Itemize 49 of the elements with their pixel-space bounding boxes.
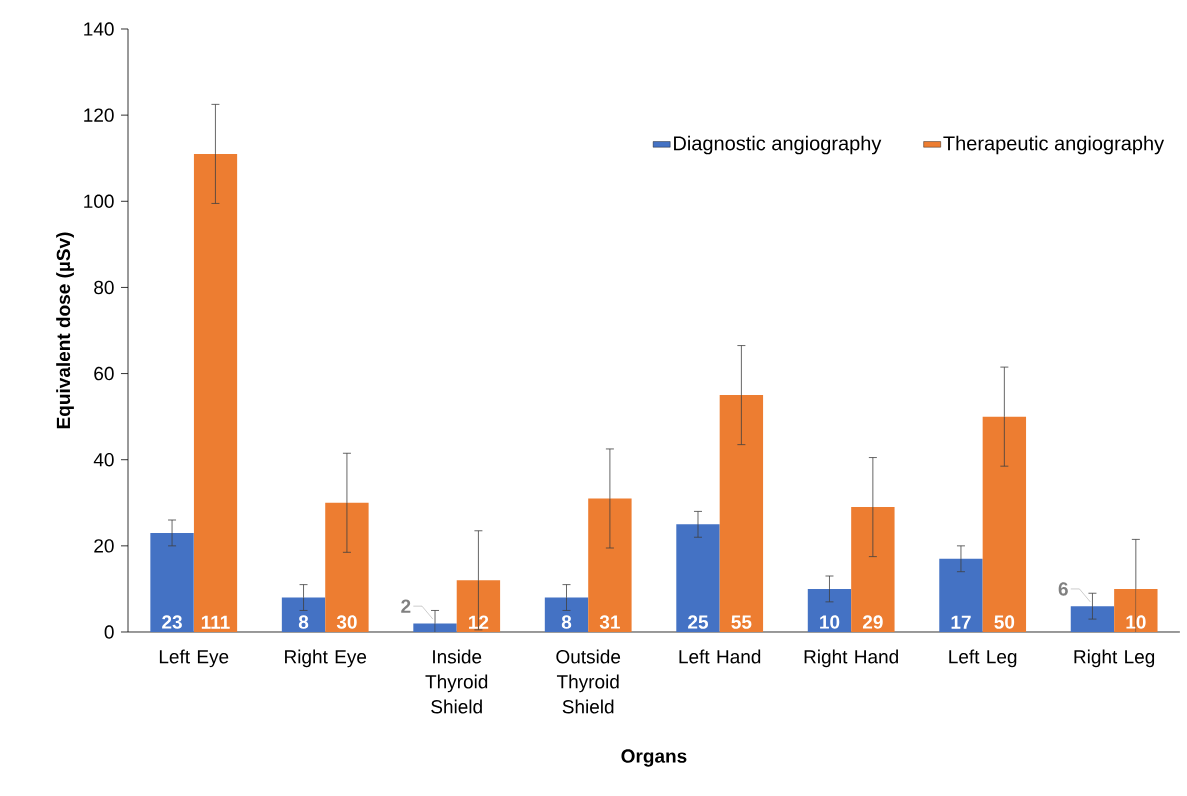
y-tick-label: 60 (94, 366, 114, 381)
legend-label: Diagnostic angiography (674, 135, 882, 155)
data-label: 10 (820, 615, 840, 629)
bar (807, 588, 852, 632)
data-label: 23 (162, 615, 182, 629)
bar (281, 597, 326, 632)
y-tick-label: 80 (94, 280, 114, 295)
y-tick-label: 140 (84, 22, 114, 36)
x-tick-label: Right Hand (804, 649, 898, 668)
bar (325, 502, 369, 632)
bar (1070, 606, 1115, 632)
bar (939, 558, 983, 632)
data-label: 6 (1058, 582, 1068, 596)
y-tick-label: 20 (94, 539, 114, 553)
bar (982, 416, 1027, 632)
data-label: 10 (1126, 615, 1146, 629)
data-label: 25 (688, 615, 709, 629)
data-label: 31 (599, 615, 620, 629)
data-label: 2 (401, 599, 411, 613)
data-label: 8 (561, 615, 572, 629)
x-tick-label: Outside Thyroid Shield (556, 649, 621, 714)
bar (719, 395, 764, 632)
y-tick-label: 0 (104, 625, 114, 639)
x-tick-label: Left Hand (679, 649, 761, 664)
bar (193, 153, 238, 632)
data-label: 8 (298, 615, 309, 629)
bar (676, 524, 720, 632)
bar (413, 623, 457, 632)
data-label: 29 (862, 615, 883, 629)
bar (588, 498, 632, 632)
data-label: 55 (731, 615, 752, 629)
data-label: 17 (951, 615, 971, 629)
legend-label: Therapeutic angiography (943, 135, 1165, 155)
data-label: 111 (201, 615, 230, 629)
bar (851, 507, 895, 632)
y-tick-label: 40 (93, 452, 114, 467)
bar (544, 597, 589, 632)
y-tick-label: 100 (84, 194, 114, 209)
y-tick-label: 120 (84, 108, 114, 122)
x-tick-label: Left Leg (949, 649, 1017, 668)
x-tick-label: Left Eye (159, 649, 229, 668)
bar (150, 532, 194, 632)
x-tick-label: Inside Thyroid Shield (425, 649, 488, 714)
x-axis-title: Organs (621, 749, 687, 767)
y-axis-title: Equivalent dose (µSv) (56, 232, 74, 429)
x-tick-label: Right Leg (1074, 649, 1155, 668)
data-label: 50 (994, 615, 1015, 629)
data-label: 30 (336, 615, 357, 629)
x-tick-label: Right Eye (285, 649, 367, 668)
